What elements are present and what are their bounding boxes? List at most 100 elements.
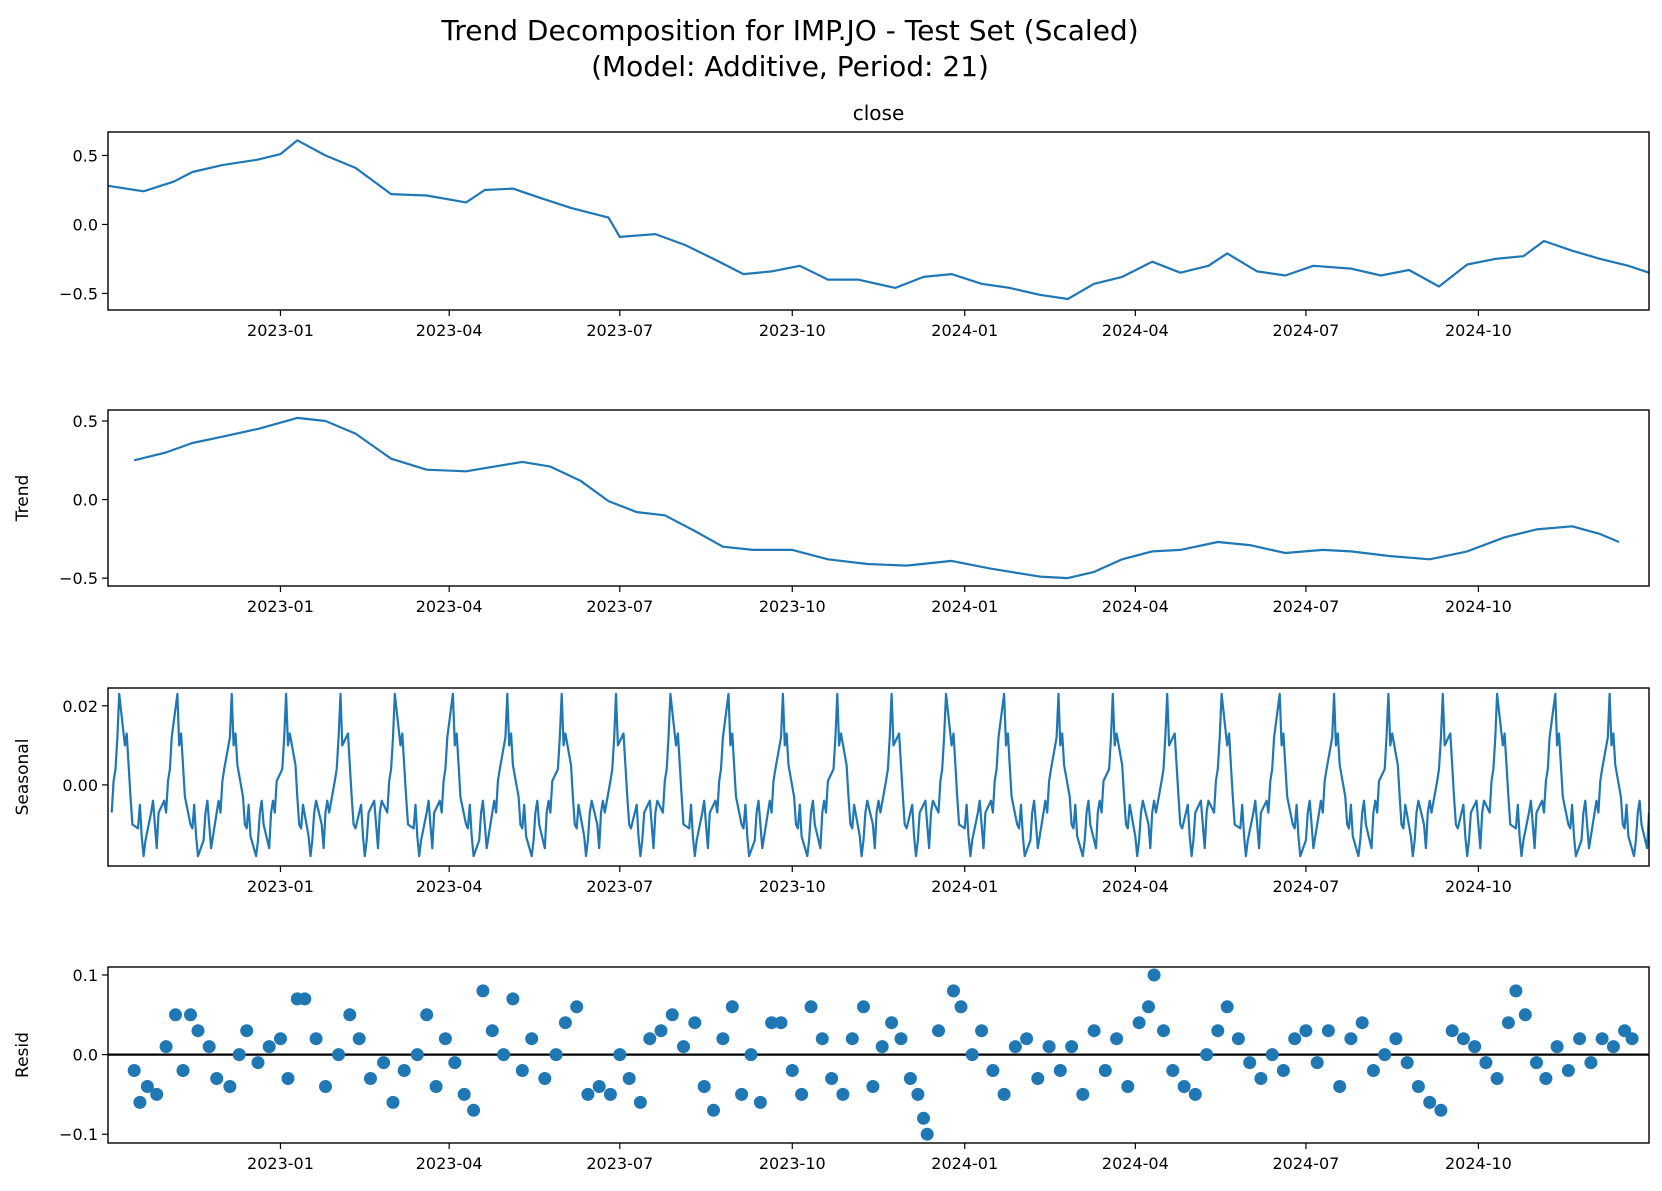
- resid-point: [875, 1040, 889, 1054]
- resid-xtick-label: 2023-01: [247, 1154, 314, 1173]
- resid-point: [420, 1008, 434, 1022]
- resid-point: [613, 1048, 627, 1062]
- resid-point: [332, 1048, 346, 1062]
- resid-point: [1561, 1064, 1575, 1077]
- close-xtick-label: 2024-04: [1102, 321, 1169, 340]
- resid-point: [298, 992, 312, 1006]
- resid-point: [223, 1080, 237, 1093]
- resid-point: [467, 1103, 481, 1117]
- resid-point: [1456, 1032, 1470, 1046]
- resid-point: [1550, 1040, 1564, 1054]
- seasonal-xtick-label: 2023-04: [416, 877, 483, 896]
- seasonal-ytick-label: 0.00: [62, 776, 98, 795]
- resid-point: [1490, 1072, 1504, 1085]
- resid-point: [1389, 1032, 1403, 1046]
- resid-point: [262, 1040, 276, 1054]
- resid-point: [920, 1127, 934, 1141]
- resid-point: [954, 1000, 968, 1014]
- resid-xtick-label: 2024-07: [1273, 1154, 1340, 1173]
- trend-xtick-label: 2023-01: [247, 597, 314, 616]
- resid-point: [697, 1080, 711, 1093]
- resid-point: [1076, 1087, 1090, 1101]
- resid-point: [251, 1056, 265, 1070]
- resid-point: [795, 1087, 809, 1101]
- seasonal-plot-area: [110, 692, 1649, 858]
- resid-plot-area: [108, 968, 1649, 1141]
- resid-point: [735, 1087, 749, 1101]
- trend-series-line: [133, 416, 1620, 580]
- seasonal-xtick-label: 2024-01: [931, 877, 998, 896]
- resid-point: [1468, 1040, 1482, 1054]
- resid-point: [352, 1032, 366, 1046]
- resid-xtick-label: 2023-04: [416, 1154, 483, 1173]
- seasonal-xtick-label: 2024-10: [1445, 877, 1512, 896]
- close-xtick-label: 2023-01: [247, 321, 314, 340]
- resid-ylabel: Resid: [13, 1032, 33, 1078]
- resid-point: [1008, 1040, 1022, 1054]
- seasonal-series-line: [110, 692, 1649, 858]
- resid-point: [1211, 1024, 1225, 1038]
- resid-xtick-label: 2024-10: [1445, 1154, 1512, 1173]
- trend-xtick-label: 2024-10: [1445, 597, 1512, 616]
- resid-point: [1378, 1048, 1392, 1062]
- seasonal-xtick-label: 2023-10: [759, 877, 826, 896]
- resid-point: [210, 1072, 224, 1085]
- figure-title-line1: Trend Decomposition for IMP.JO - Test Se…: [440, 14, 1138, 47]
- close-xtick-label: 2024-10: [1445, 321, 1512, 340]
- resid-point: [1445, 1024, 1459, 1038]
- close-axes-frame: [107, 131, 1650, 311]
- resid-point: [1166, 1064, 1180, 1077]
- resid-point: [1333, 1080, 1347, 1093]
- resid-point: [1132, 1016, 1146, 1030]
- resid-point: [866, 1080, 880, 1093]
- resid-point: [1595, 1032, 1609, 1046]
- resid-xtick-label: 2024-04: [1102, 1154, 1169, 1173]
- trend-ytick-label: 0.0: [73, 491, 98, 510]
- resid-point: [364, 1072, 377, 1085]
- resid-point: [232, 1048, 246, 1062]
- close-ytick-label: 0.5: [73, 146, 98, 165]
- resid-xtick-label: 2024-01: [931, 1154, 998, 1173]
- close-xtick-label: 2024-07: [1273, 321, 1340, 340]
- figure-title-line2: (Model: Additive, Period: 21): [591, 50, 989, 83]
- close-xtick-label: 2024-01: [931, 321, 998, 340]
- resid-point: [386, 1095, 400, 1109]
- resid-point: [549, 1048, 563, 1062]
- resid-point: [1254, 1072, 1268, 1085]
- resid-point: [1299, 1024, 1313, 1038]
- resid-point: [725, 1000, 739, 1014]
- resid-point: [1501, 1016, 1515, 1030]
- panels: 0.5 0.0 −0.5 2023-01 2023-04 2023-07 2023-10 20…: [13, 101, 1650, 1173]
- resid-point: [1142, 1000, 1155, 1014]
- resid-point: [1539, 1072, 1553, 1085]
- resid-point: [1423, 1095, 1437, 1109]
- seasonal-axes-frame: [107, 687, 1650, 867]
- resid-point: [558, 1016, 572, 1030]
- resid-point: [133, 1095, 147, 1109]
- close-ytick-label: 0.0: [73, 215, 98, 234]
- seasonal-panel: 0.02 0.00 2023-01 2023-04 2023-07 2023-10 2024…: [13, 687, 1650, 896]
- resid-point: [885, 1016, 899, 1030]
- resid-point: [815, 1032, 829, 1046]
- resid-point: [1265, 1048, 1279, 1062]
- close-xtick-label: 2023-07: [586, 321, 653, 340]
- resid-point: [654, 1024, 668, 1038]
- resid-point: [1098, 1064, 1112, 1077]
- resid-point: [1231, 1032, 1245, 1046]
- resid-point: [525, 1032, 539, 1046]
- resid-point: [457, 1087, 471, 1101]
- resid-point: [765, 1016, 779, 1030]
- trend-xtick-label: 2024-04: [1102, 597, 1169, 616]
- resid-point: [997, 1087, 1011, 1101]
- resid-point: [1288, 1032, 1302, 1046]
- resid-point: [343, 1008, 357, 1022]
- resid-ytick-label: −0.1: [59, 1125, 98, 1144]
- resid-point: [785, 1064, 799, 1077]
- resid-point: [707, 1103, 720, 1117]
- close-series-line: [108, 139, 1649, 301]
- resid-point: [753, 1095, 767, 1109]
- resid-point: [476, 984, 490, 998]
- close-panel: 0.5 0.0 −0.5 2023-01 2023-04 2023-07 2023-10 20…: [59, 101, 1650, 340]
- resid-point: [774, 1016, 788, 1030]
- resid-point: [804, 1000, 818, 1014]
